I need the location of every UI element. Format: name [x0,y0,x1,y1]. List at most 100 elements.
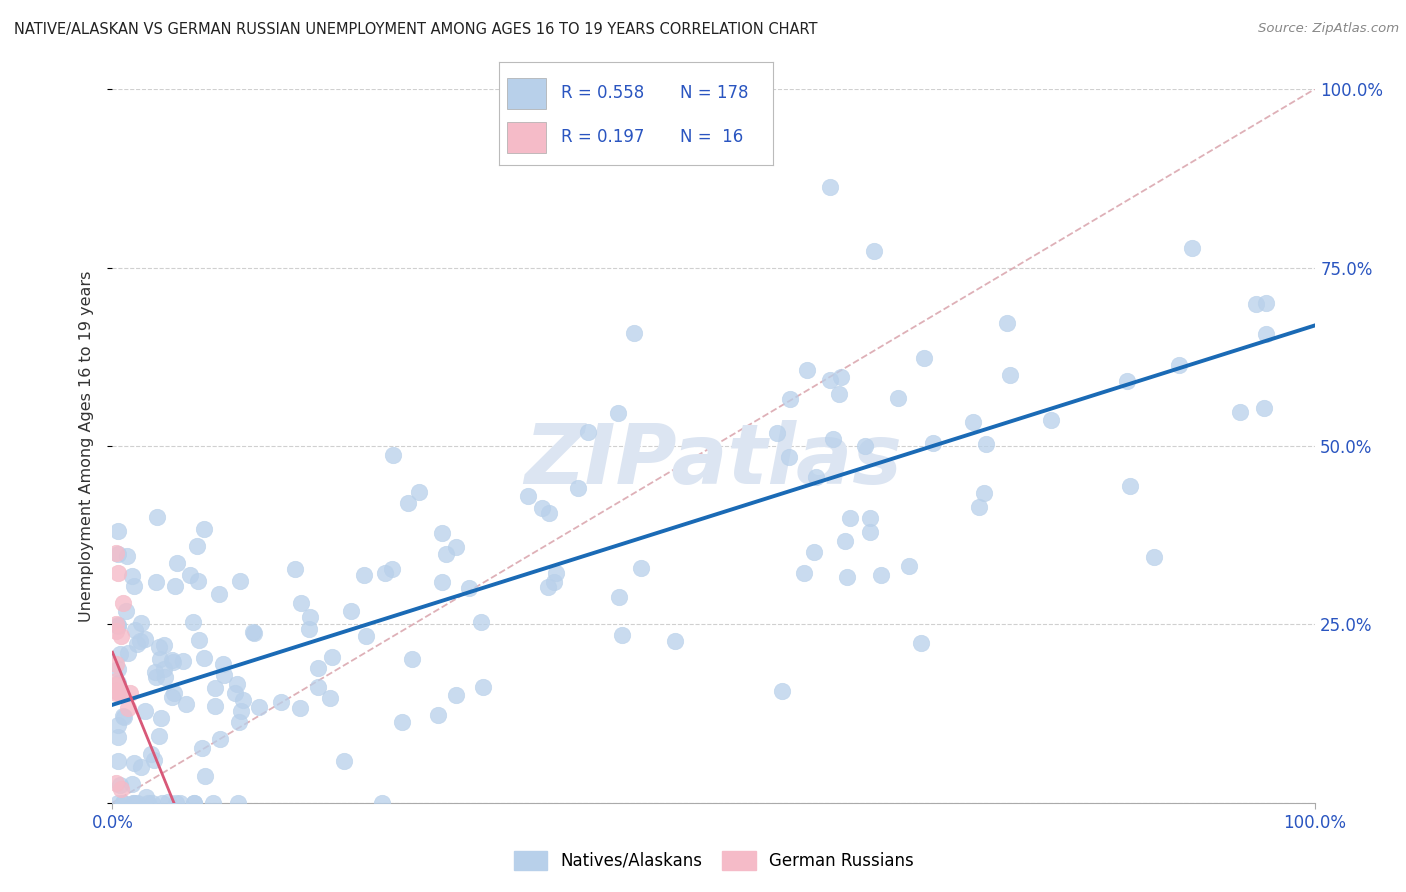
Point [174,698,197,712]
Point [242,624,264,639]
Point [862,244,884,258]
Point [835,569,858,583]
Point [172,654,194,668]
Point [150,796,173,810]
Point [122,796,145,810]
Point [1116,374,1139,388]
Point [610,628,633,642]
Point [153,638,176,652]
Point [112,796,135,810]
Point [208,587,231,601]
Point [1039,412,1062,426]
Point [107,718,129,732]
Point [143,665,166,680]
Point [193,522,215,536]
Point [232,692,254,706]
Point [107,617,129,632]
Point [141,796,163,810]
Point [538,506,561,520]
Point [962,415,984,429]
Point [112,710,135,724]
Point [630,560,652,574]
Point [859,511,882,525]
Point [995,317,1018,331]
Point [183,796,205,810]
Point [120,685,142,699]
Point [166,557,188,571]
Point [408,485,430,500]
Point [165,796,187,810]
Point [169,796,191,810]
Point [105,657,128,671]
Point [212,668,235,682]
Text: ZIPatlas: ZIPatlas [524,420,903,500]
Point [115,549,138,564]
Point [446,688,468,702]
Point [354,629,377,643]
Point [111,596,134,610]
Point [145,670,167,684]
Point [576,425,599,439]
Point [1253,401,1275,415]
Point [427,707,450,722]
Point [664,634,686,648]
Point [434,547,457,561]
Point [105,683,128,698]
Point [112,709,135,723]
Point [1143,549,1166,564]
Point [228,715,250,730]
Point [544,566,567,581]
Bar [508,78,546,109]
Point [129,760,152,774]
Point [818,180,841,194]
Point [472,680,495,694]
Point [828,387,851,401]
Point [105,546,128,560]
Point [121,569,143,583]
Point [444,540,467,554]
Point [396,495,419,509]
Y-axis label: Unemployment Among Ages 16 to 19 years: Unemployment Among Ages 16 to 19 years [79,270,94,622]
Point [212,657,235,671]
Point [117,646,139,660]
Point [374,566,396,581]
Point [149,711,172,725]
Point [299,610,322,624]
Point [105,624,128,638]
Point [110,648,132,662]
Point [1246,297,1268,311]
Point [225,677,247,691]
Point [1229,405,1251,419]
Point [319,690,342,705]
Point [107,662,129,676]
Point [321,649,343,664]
Point [183,796,205,810]
Point [193,651,215,665]
Point [921,436,943,450]
Point [134,704,156,718]
Point [122,756,145,771]
Point [129,616,152,631]
Point [115,604,138,618]
Point [124,796,146,810]
Point [353,568,375,582]
Text: R = 0.197: R = 0.197 [561,128,644,146]
Point [188,632,211,647]
Point [204,681,226,695]
Point [107,619,129,633]
Point [148,729,170,743]
Point [143,754,166,768]
Point [307,680,329,694]
Point [145,575,167,590]
Point [897,558,920,573]
Point [105,674,128,689]
Point [1119,479,1142,493]
Point [135,790,157,805]
Text: NATIVE/ALASKAN VS GERMAN RUSSIAN UNEMPLOYMENT AMONG AGES 16 TO 19 YEARS CORRELAT: NATIVE/ALASKAN VS GERMAN RUSSIAN UNEMPLO… [14,22,817,37]
Point [107,547,129,561]
Point [110,687,132,701]
Point [153,661,176,675]
Point [121,777,143,791]
Point [530,500,553,515]
Text: R = 0.558: R = 0.558 [561,84,644,103]
